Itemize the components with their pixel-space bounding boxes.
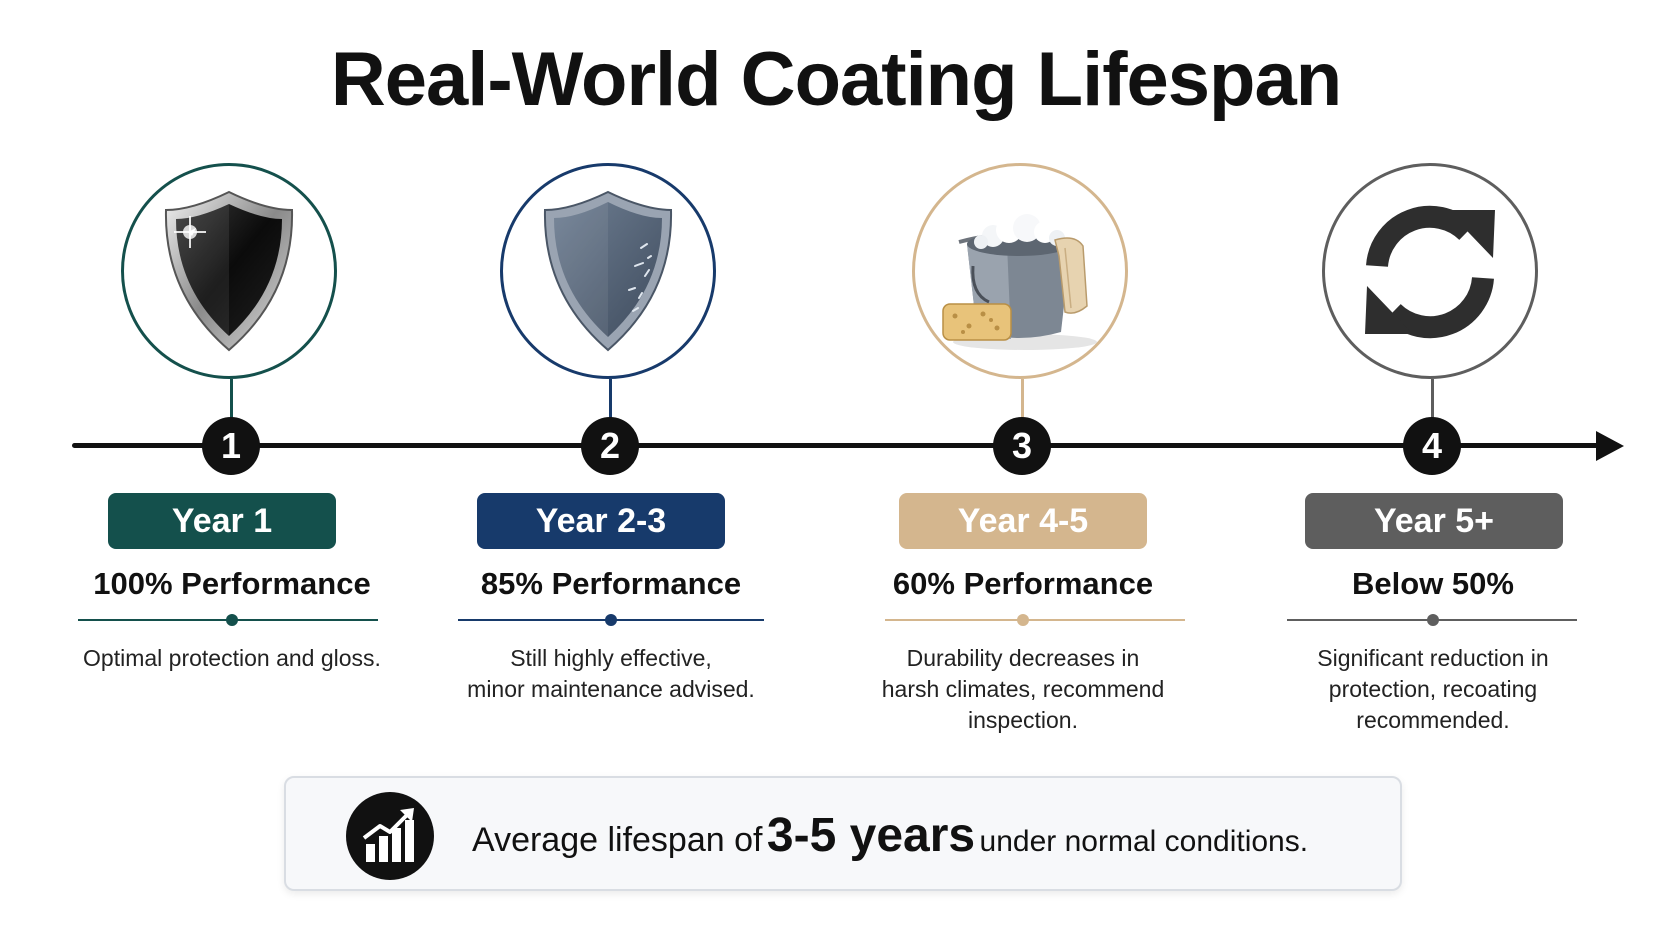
summary-icon-circle: [346, 792, 434, 880]
stage-year-1: 1 Year 1 100% Performance Optimal protec…: [62, 0, 402, 760]
refresh-icon: [1365, 205, 1495, 339]
stage-divider-dot: [1427, 614, 1439, 626]
description-line: Optimal protection and gloss.: [83, 645, 381, 671]
year-badge: Year 1: [108, 493, 336, 549]
stage-icon-circle: [912, 163, 1128, 379]
stage-description: Durability decreases in harsh climates, …: [853, 643, 1193, 736]
description-line: Significant reduction in: [1317, 645, 1549, 671]
year-badge: Year 5+: [1305, 493, 1563, 549]
description-line: inspection.: [968, 707, 1078, 733]
stage-divider-dot: [605, 614, 617, 626]
stage-divider-dot: [226, 614, 238, 626]
wash-bucket-icon: [942, 214, 1097, 350]
description-line: harsh climates, recommend: [881, 676, 1165, 702]
year-badge: Year 4-5: [899, 493, 1147, 549]
step-number-badge: 1: [202, 417, 260, 475]
stage-stem: [1431, 379, 1434, 421]
performance-label: 100% Performance: [93, 566, 371, 601]
stage-stem: [609, 379, 612, 421]
stage-description: Significant reduction in protection, rec…: [1263, 643, 1603, 736]
step-number-badge: 4: [1403, 417, 1461, 475]
summary-highlight: 3-5 years: [766, 809, 976, 862]
step-number-badge: 2: [581, 417, 639, 475]
summary-prefix: Average lifespan of: [472, 821, 763, 859]
growth-chart-icon: [362, 808, 414, 862]
summary-box: Average lifespan of 3-5 years under norm…: [284, 776, 1402, 891]
stage-description: Optimal protection and gloss.: [62, 643, 402, 674]
stage-description: Still highly effective, minor maintenanc…: [441, 643, 781, 705]
description-line: protection, recoating: [1328, 676, 1538, 702]
year-badge: Year 2-3: [477, 493, 725, 549]
stage-divider: [885, 619, 1185, 621]
glossy-shield-icon: [164, 190, 294, 352]
summary-suffix: under normal conditions.: [979, 825, 1309, 858]
stage-stem: [230, 379, 233, 421]
description-line: minor maintenance advised.: [467, 676, 755, 702]
performance-label: Below 50%: [1352, 566, 1514, 601]
performance-label: 85% Performance: [480, 566, 742, 601]
stage-year-4-5: 3 Year 4-5 60% Performance Durability de…: [853, 0, 1193, 760]
stage-stem: [1021, 379, 1024, 421]
stage-divider-dot: [1017, 614, 1029, 626]
stage-icon-circle: [1322, 163, 1538, 379]
stage-icon-circle: [121, 163, 337, 379]
stage-icon-circle: [500, 163, 716, 379]
worn-shield-icon: [543, 190, 673, 352]
stage-year-2-3: 2 Year 2-3 85% Performance Still highly …: [441, 0, 781, 760]
description-line: Still highly effective,: [510, 645, 712, 671]
summary-text: Average lifespan of 3-5 years under norm…: [472, 778, 1308, 893]
timeline-line: [72, 443, 1600, 448]
performance-label: 60% Performance: [892, 566, 1154, 601]
description-line: recommended.: [1356, 707, 1510, 733]
page-title: Real-World Coating Lifespan: [330, 37, 1342, 122]
step-number-badge: 3: [993, 417, 1051, 475]
description-line: Durability decreases in: [906, 645, 1140, 671]
stage-year-5-plus: 4 Year 5+ Below 50% Significant reductio…: [1263, 0, 1603, 760]
timeline-arrow-icon: [1596, 431, 1624, 461]
